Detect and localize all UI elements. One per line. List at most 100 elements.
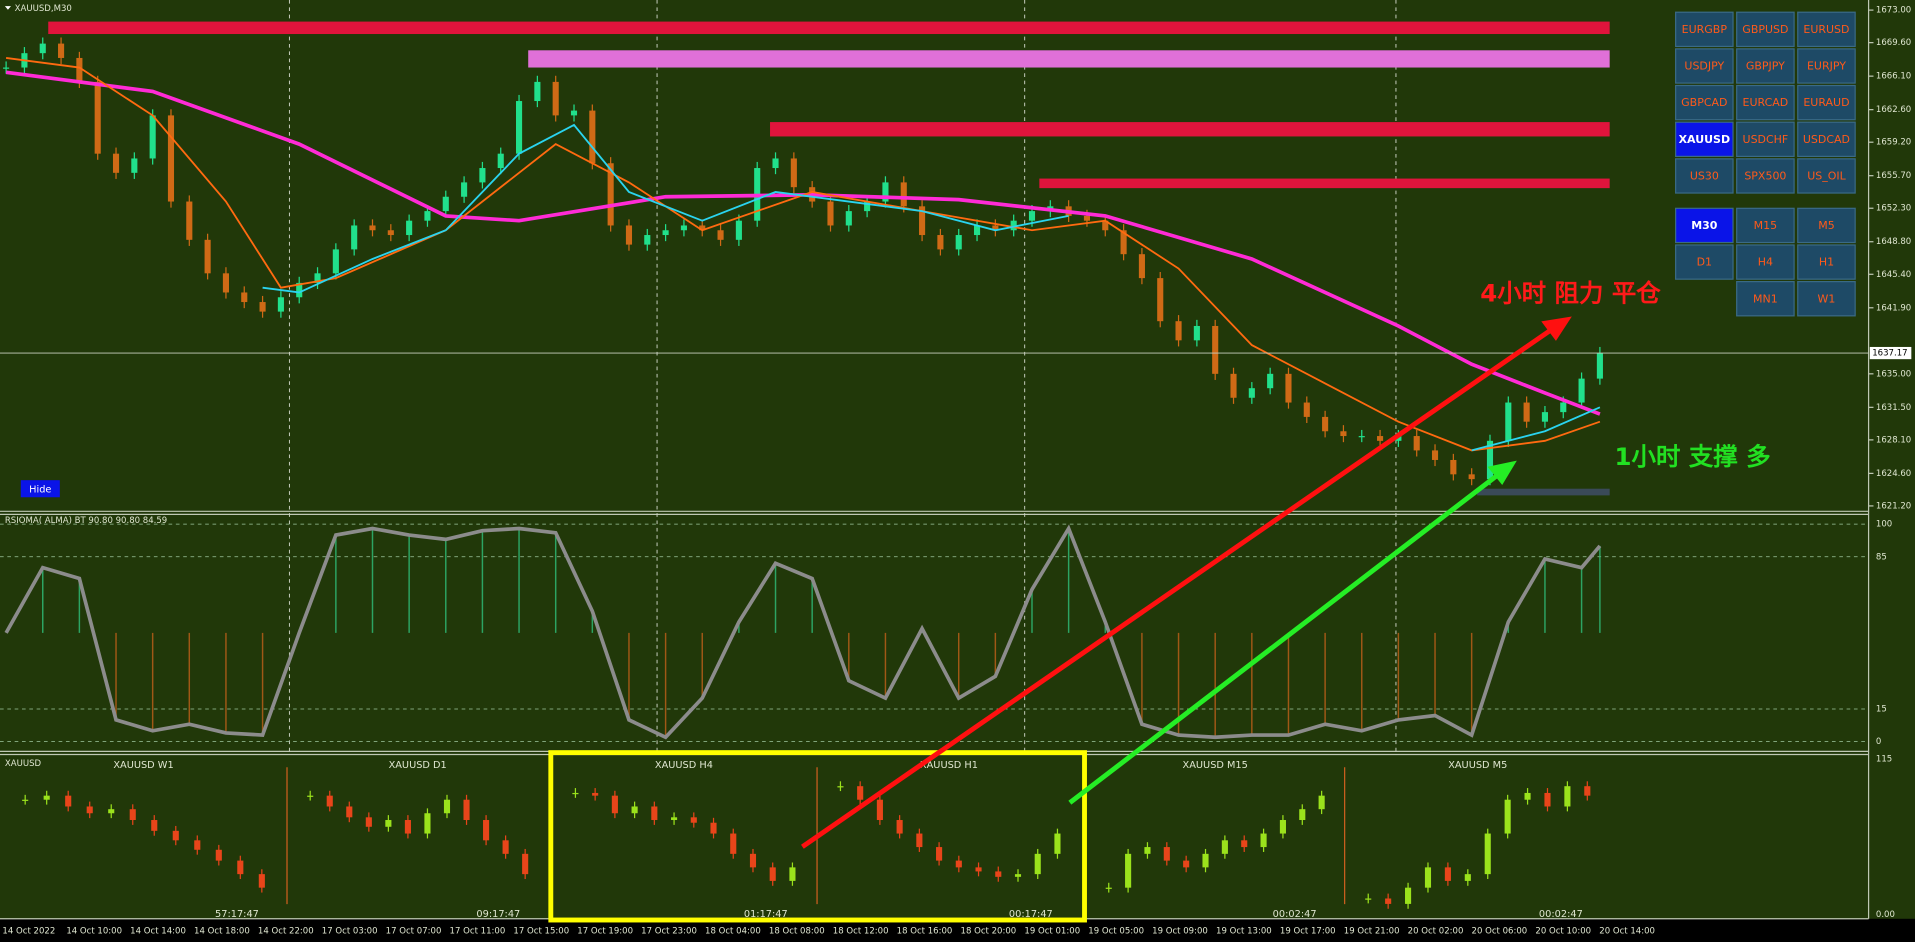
hide-button-label[interactable]: Hide <box>29 484 51 495</box>
mini-candle <box>975 867 982 872</box>
button-label[interactable]: EURJPY <box>1807 60 1846 73</box>
mini-title: XAUUSD M5 <box>1448 760 1507 771</box>
button-label[interactable]: EURAUD <box>1803 96 1849 109</box>
candle <box>442 196 449 212</box>
button-bg[interactable] <box>1797 11 1856 48</box>
candle <box>680 225 687 231</box>
button[interactable]: EURGBP <box>1675 11 1734 48</box>
button[interactable]: H4 <box>1736 244 1795 280</box>
button-label[interactable]: GBPJPY <box>1746 60 1785 73</box>
candle <box>406 220 413 236</box>
button-bg[interactable] <box>1675 11 1734 48</box>
button-bg[interactable] <box>1736 11 1795 48</box>
button-bg[interactable] <box>1736 281 1795 317</box>
button-label[interactable]: EURCAD <box>1743 96 1789 109</box>
button[interactable]: M30 <box>1675 207 1734 244</box>
candle <box>39 43 46 54</box>
candle <box>76 57 83 82</box>
candle <box>717 230 724 240</box>
mini-candle <box>215 849 222 861</box>
mini-timer: 57:17:47 <box>215 909 259 920</box>
button-bg[interactable] <box>1797 48 1856 84</box>
time-label: 18 Oct 12:00 <box>833 927 889 937</box>
button[interactable]: EURAUD <box>1797 84 1856 121</box>
button[interactable]: SPX500 <box>1736 158 1795 194</box>
button-label[interactable]: M5 <box>1818 219 1834 232</box>
button[interactable]: GBPJPY <box>1736 48 1795 84</box>
button-bg[interactable] <box>1797 244 1856 280</box>
button[interactable]: US30 <box>1675 158 1734 194</box>
button-label[interactable]: MN1 <box>1753 292 1778 305</box>
button-label[interactable]: US30 <box>1690 170 1719 183</box>
button[interactable]: GBPCAD <box>1675 84 1734 121</box>
button-label[interactable]: EURUSD <box>1803 23 1849 36</box>
button-bg[interactable] <box>1736 48 1795 84</box>
button-bg[interactable] <box>1675 84 1734 121</box>
button-label[interactable]: H1 <box>1819 256 1834 269</box>
button[interactable]: USDCHF <box>1736 121 1795 157</box>
button-label[interactable]: H4 <box>1758 256 1773 269</box>
button-bg[interactable] <box>1675 244 1734 280</box>
button-bg[interactable] <box>1797 121 1856 157</box>
button[interactable]: W1 <box>1797 281 1856 317</box>
button-bg[interactable] <box>1675 48 1734 84</box>
button-label[interactable]: W1 <box>1818 292 1836 305</box>
candle <box>1175 321 1182 341</box>
mini-title: XAUUSD H1 <box>920 760 978 771</box>
button-bg[interactable] <box>1736 244 1795 280</box>
button-bg[interactable] <box>1675 158 1734 194</box>
button-label[interactable]: USDCAD <box>1803 133 1850 146</box>
button[interactable]: EURUSD <box>1797 11 1856 48</box>
button-bg[interactable] <box>1797 281 1856 317</box>
time-label: 14 Oct 2022 <box>2 927 55 937</box>
button-label[interactable]: M15 <box>1754 219 1777 232</box>
button-label[interactable]: SPX500 <box>1744 170 1786 183</box>
mini-candle <box>1444 867 1451 881</box>
button[interactable]: M5 <box>1797 207 1856 244</box>
button[interactable]: D1 <box>1675 244 1734 280</box>
button-bg[interactable] <box>1797 207 1856 244</box>
button[interactable]: EURCAD <box>1736 84 1795 121</box>
candle <box>1358 436 1365 438</box>
candle <box>259 302 266 312</box>
button-label[interactable]: USDCHF <box>1743 133 1789 146</box>
current-price-box <box>1869 346 1912 360</box>
button-label[interactable]: XAUUSD <box>1679 133 1730 146</box>
time-label: 17 Oct 15:00 <box>513 927 569 937</box>
button[interactable]: USDJPY <box>1675 48 1734 84</box>
button[interactable]: H1 <box>1797 244 1856 280</box>
button-bg[interactable] <box>1736 84 1795 121</box>
mini-candle <box>522 853 529 875</box>
button-label[interactable]: GBPCAD <box>1681 96 1727 109</box>
button[interactable]: US_OIL <box>1797 158 1856 194</box>
mini-candle <box>1405 887 1412 904</box>
button-bg[interactable] <box>1797 84 1856 121</box>
button-bg[interactable] <box>1736 121 1795 157</box>
mini-candle <box>443 799 451 814</box>
button[interactable]: EURJPY <box>1797 48 1856 84</box>
mini-candle <box>1260 833 1267 848</box>
button-label[interactable]: D1 <box>1697 256 1712 269</box>
button-bg[interactable] <box>1675 207 1734 244</box>
button-label[interactable]: GBPUSD <box>1742 23 1788 36</box>
mini-candle <box>463 799 470 821</box>
button[interactable]: XAUUSD <box>1675 121 1734 157</box>
button[interactable]: MN1 <box>1736 281 1795 317</box>
button[interactable]: M15 <box>1736 207 1795 244</box>
button-label[interactable]: M30 <box>1691 219 1718 232</box>
button-label[interactable]: USDJPY <box>1684 60 1724 73</box>
button-label[interactable]: EURGBP <box>1682 23 1728 36</box>
button[interactable]: GBPUSD <box>1736 11 1795 48</box>
button-label[interactable]: US_OIL <box>1807 170 1846 183</box>
button-bg[interactable] <box>1675 121 1734 157</box>
button-bg[interactable] <box>1797 158 1856 194</box>
candle <box>1193 325 1200 341</box>
hide-button[interactable] <box>20 480 60 498</box>
button-bg[interactable] <box>1736 207 1795 244</box>
mini-candle <box>151 820 158 831</box>
candle <box>1285 373 1292 403</box>
candle <box>1541 412 1548 422</box>
button[interactable]: USDCAD <box>1797 121 1856 157</box>
mini-candle <box>1365 898 1372 900</box>
button-bg[interactable] <box>1736 158 1795 194</box>
